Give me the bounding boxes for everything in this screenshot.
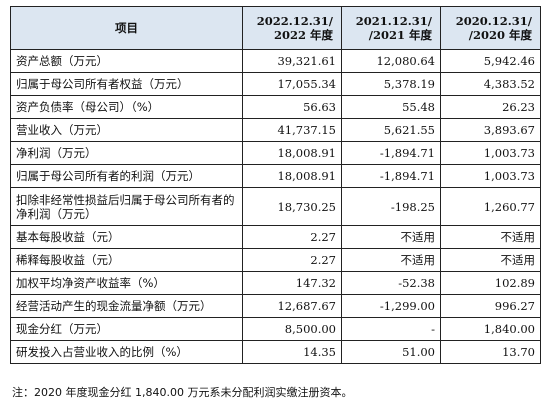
value-2020: 102.89 (440, 271, 541, 295)
row-label: 稀释每股收益（元） (10, 248, 243, 272)
value-2021: -1,894.71 (341, 164, 441, 188)
row-label: 现金分红（万元） (10, 317, 243, 341)
row-label: 营业收入（万元） (10, 118, 243, 142)
value-2022: 147.32 (242, 271, 342, 295)
value-2021: -198.25 (341, 187, 441, 226)
value-2020: 26.23 (440, 95, 541, 119)
row-label: 研发投入占营业收入的比例（%） (10, 340, 243, 364)
row-label: 资产负债率（母公司）（%） (10, 95, 243, 119)
table-row: 营业收入（万元） 41,737.15 5,621.55 3,893.67 (10, 118, 541, 142)
value-2022: 2.27 (242, 248, 342, 272)
value-2020: 1,840.00 (440, 317, 541, 341)
value-2021: 5,621.55 (341, 118, 441, 142)
value-2022: 18,008.91 (242, 141, 342, 165)
value-2022: 2.27 (242, 225, 342, 249)
value-2021: 不适用 (341, 248, 441, 272)
value-2020: 1,003.73 (440, 141, 541, 165)
value-2020: 不适用 (440, 225, 541, 249)
year-2020-column-header: 2020.12.31/ /2020 年度 (440, 6, 541, 50)
value-2022: 17,055.34 (242, 72, 342, 96)
value-2021: 不适用 (341, 225, 441, 249)
value-2020: 3,893.67 (440, 118, 541, 142)
table-row: 现金分红（万元） 8,500.00 - 1,840.00 (10, 317, 541, 341)
value-2021: 51.00 (341, 340, 441, 364)
table-row: 归属于母公司所有者权益（万元） 17,055.34 5,378.19 4,383… (10, 72, 541, 96)
value-2020: 5,942.46 (440, 49, 541, 73)
item-column-header: 项目 (10, 6, 243, 50)
row-label: 净利润（万元） (10, 141, 243, 165)
value-2022: 39,321.61 (242, 49, 342, 73)
table-row: 基本每股收益（元） 2.27 不适用 不适用 (10, 225, 541, 249)
value-2020: 不适用 (440, 248, 541, 272)
value-2022: 8,500.00 (242, 317, 342, 341)
row-label: 扣除非经常性损益后归属于母公司所有者的净利润（万元） (10, 187, 243, 226)
value-2021: -1,299.00 (341, 294, 441, 318)
table-row: 资产负债率（母公司）（%） 56.63 55.48 26.23 (10, 95, 541, 119)
value-2021: - (341, 317, 441, 341)
year-2021-header-line2: /2021 年度 (368, 28, 432, 42)
row-label: 归属于母公司所有者的利润（万元） (10, 164, 243, 188)
table-row: 加权平均净资产收益率（%） 147.32 -52.38 102.89 (10, 271, 541, 295)
value-2020: 1,260.77 (440, 187, 541, 226)
financial-data-table: 项目 2022.12.31/ 2022 年度 2021.12.31/ /2021… (10, 6, 541, 364)
year-2021-header-line1: 2021.12.31/ (355, 14, 432, 28)
year-2020-header-line1: 2020.12.31/ (455, 14, 532, 28)
value-2022: 12,687.67 (242, 294, 342, 318)
value-2022: 18,730.25 (242, 187, 342, 226)
value-2020: 1,003.73 (440, 164, 541, 188)
value-2021: 55.48 (341, 95, 441, 119)
value-2021: -1,894.71 (341, 141, 441, 165)
table-row: 研发投入占营业收入的比例（%） 14.35 51.00 13.70 (10, 340, 541, 364)
row-label: 加权平均净资产收益率（%） (10, 271, 243, 295)
table-row: 资产总额（万元） 39,321.61 12,080.64 5,942.46 (10, 49, 541, 73)
row-label: 经营活动产生的现金流量净额（万元） (10, 294, 243, 318)
value-2022: 41,737.15 (242, 118, 342, 142)
year-2021-column-header: 2021.12.31/ /2021 年度 (341, 6, 441, 50)
year-2022-header-line1: 2022.12.31/ (256, 14, 333, 28)
row-label: 基本每股收益（元） (10, 225, 243, 249)
value-2022: 56.63 (242, 95, 342, 119)
value-2022: 14.35 (242, 340, 342, 364)
value-2020: 13.70 (440, 340, 541, 364)
table-header-row: 项目 2022.12.31/ 2022 年度 2021.12.31/ /2021… (10, 6, 541, 50)
value-2021: 5,378.19 (341, 72, 441, 96)
row-label: 归属于母公司所有者权益（万元） (10, 72, 243, 96)
year-2020-header-line2: /2020 年度 (468, 28, 532, 42)
value-2020: 4,383.52 (440, 72, 541, 96)
value-2021: -52.38 (341, 271, 441, 295)
table-row: 经营活动产生的现金流量净额（万元） 12,687.67 -1,299.00 99… (10, 294, 541, 318)
table-row: 稀释每股收益（元） 2.27 不适用 不适用 (10, 248, 541, 272)
year-2022-header-line2: 2022 年度 (273, 28, 333, 42)
value-2021: 12,080.64 (341, 49, 441, 73)
value-2022: 18,008.91 (242, 164, 342, 188)
row-label: 资产总额（万元） (10, 49, 243, 73)
table-row: 净利润（万元） 18,008.91 -1,894.71 1,003.73 (10, 141, 541, 165)
value-2020: 996.27 (440, 294, 541, 318)
table-footnote: 注：2020 年度现金分红 1,840.00 万元系未分配利润实缴注册资本。 (12, 386, 353, 399)
table-row: 扣除非经常性损益后归属于母公司所有者的净利润（万元） 18,730.25 -19… (10, 187, 541, 226)
year-2022-column-header: 2022.12.31/ 2022 年度 (242, 6, 342, 50)
table-row: 归属于母公司所有者的利润（万元） 18,008.91 -1,894.71 1,0… (10, 164, 541, 188)
